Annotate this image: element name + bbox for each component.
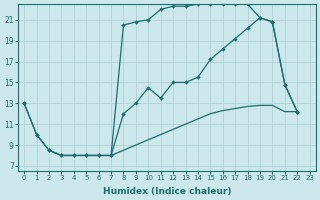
X-axis label: Humidex (Indice chaleur): Humidex (Indice chaleur) xyxy=(103,187,231,196)
